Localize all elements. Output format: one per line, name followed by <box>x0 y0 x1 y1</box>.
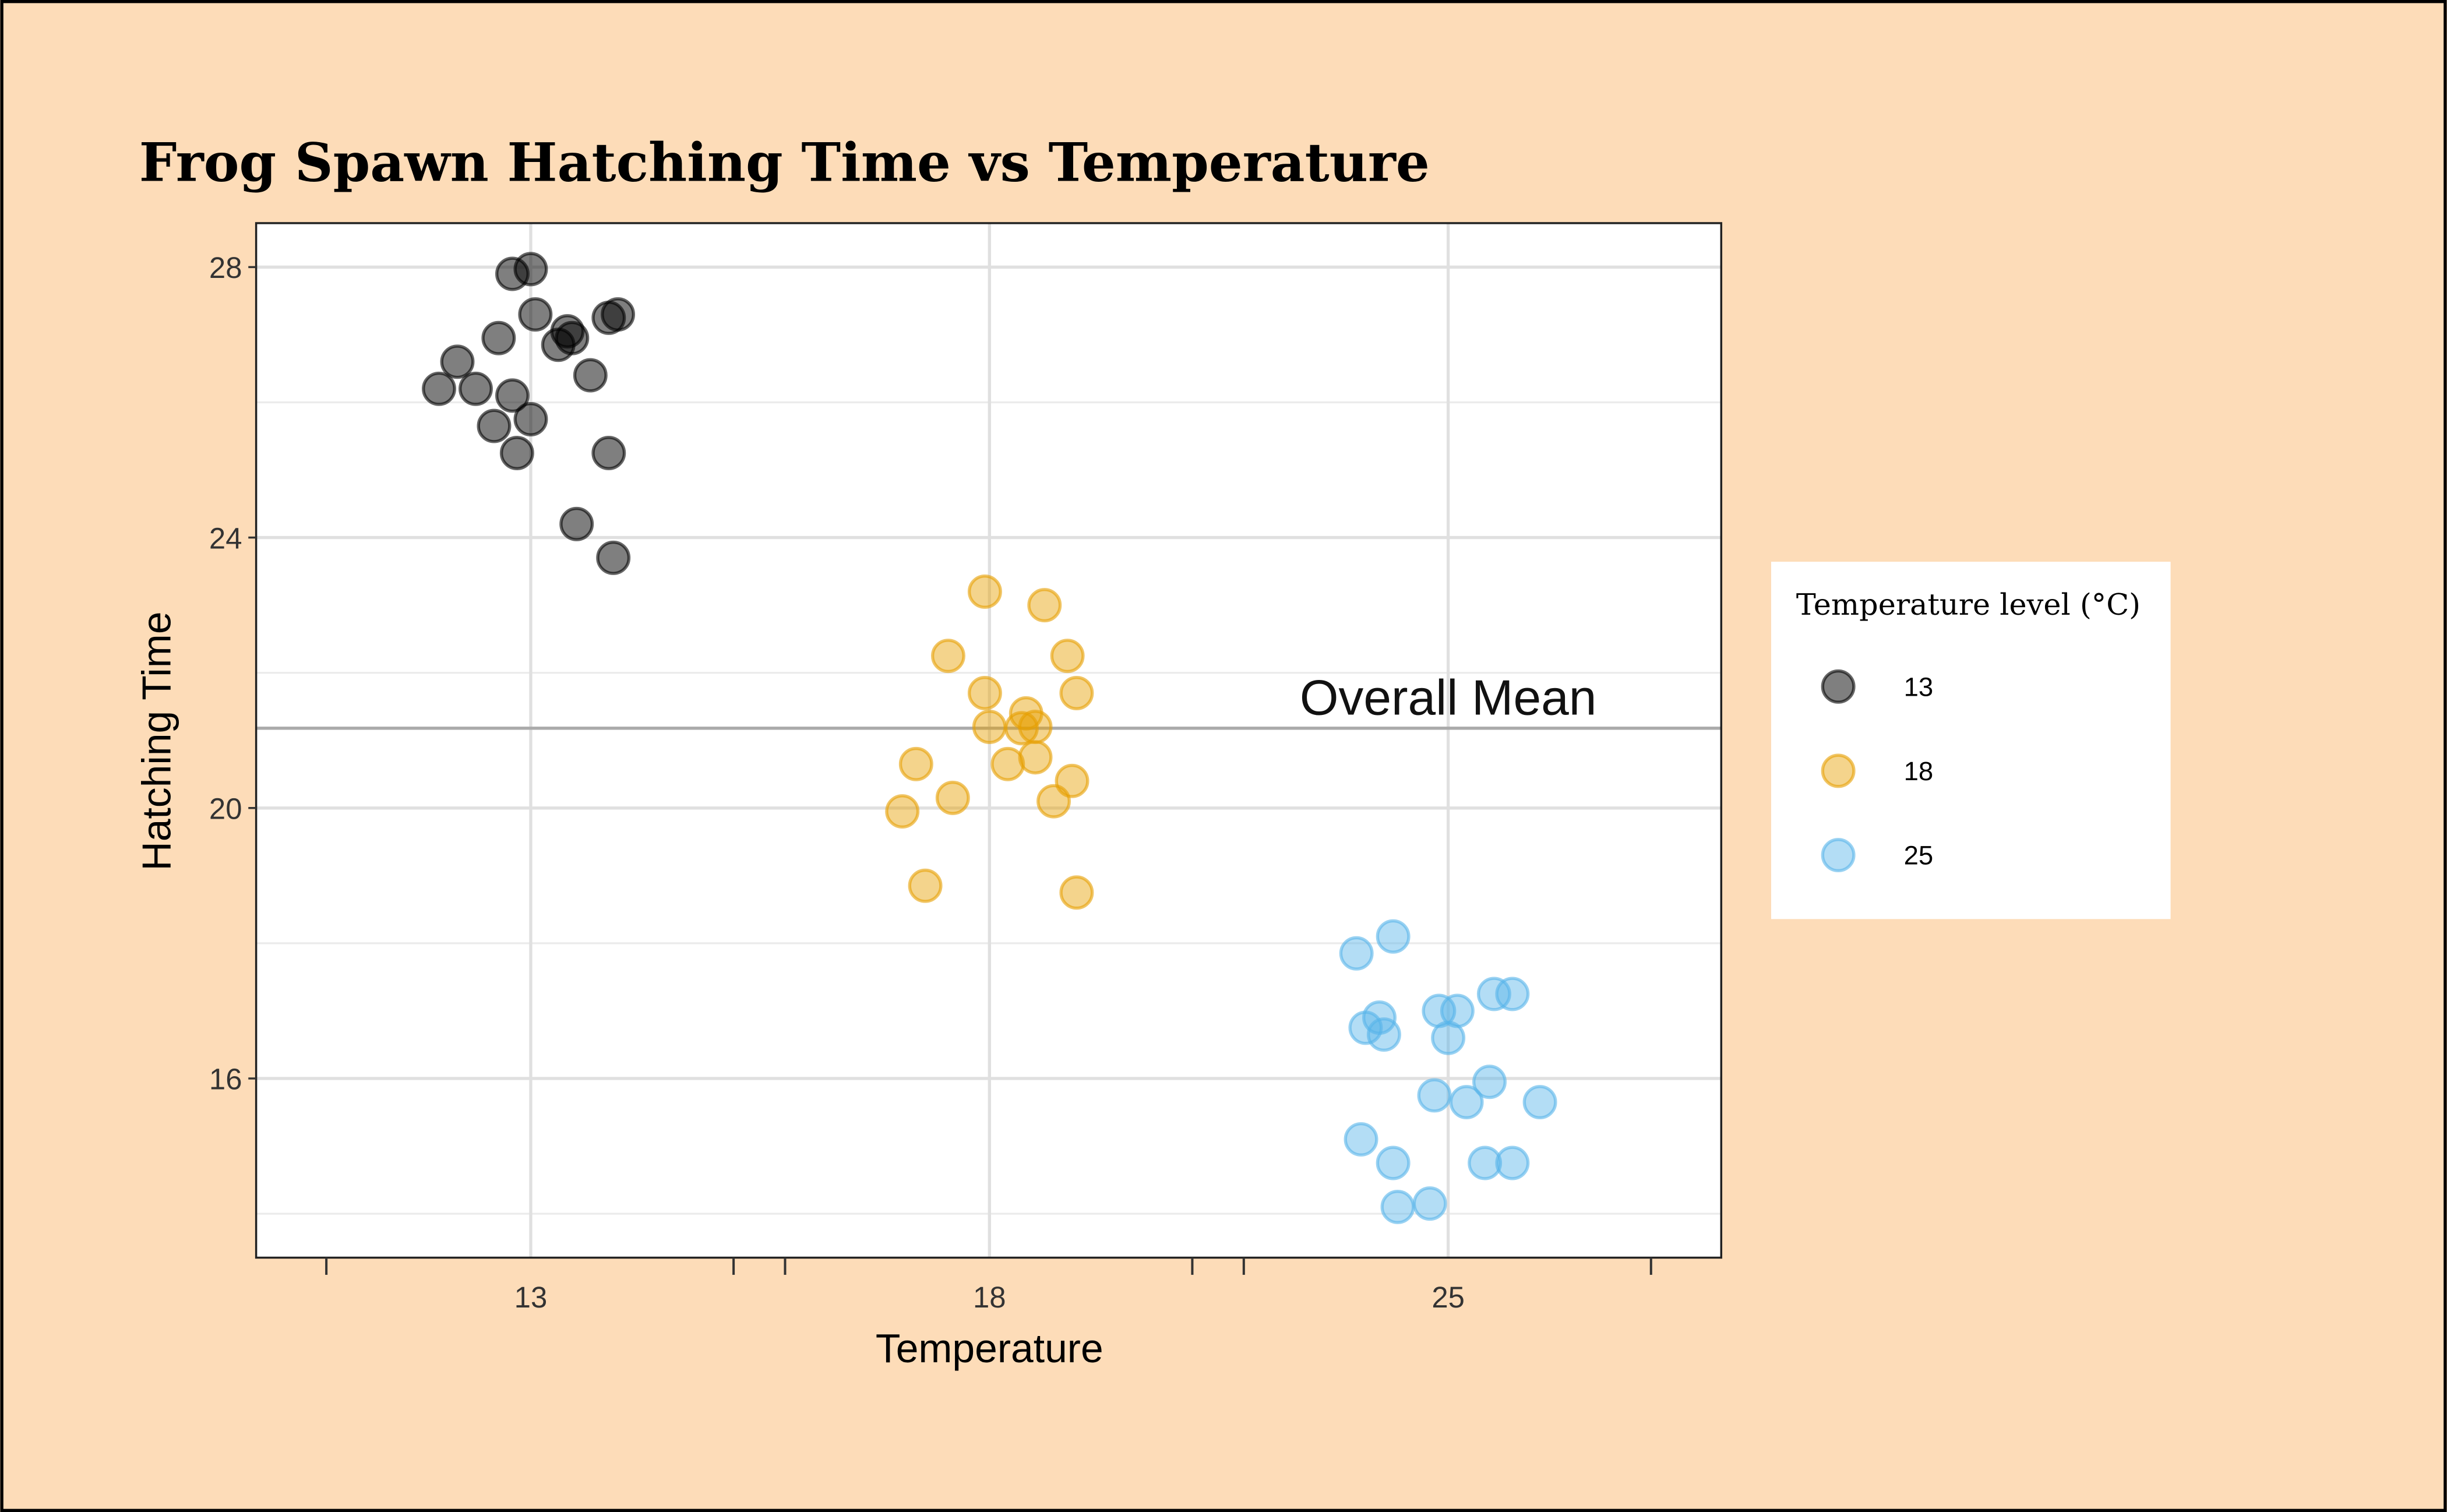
legend-box <box>1771 562 2171 919</box>
x-axis: 13 18 25 <box>325 1257 1652 1314</box>
data-point-13 <box>513 252 548 287</box>
x-tick-label: 18 <box>973 1281 1006 1314</box>
data-point-18 <box>990 746 1025 781</box>
legend-key-25 <box>1821 838 1856 873</box>
data-point-13 <box>518 297 553 332</box>
legend-title: Temperature level (°C) <box>1796 587 2141 622</box>
y-axis: 16 20 24 28 <box>209 251 256 1096</box>
data-point-18 <box>967 574 1002 609</box>
data-point-18 <box>1036 784 1071 819</box>
data-point-25 <box>1376 1146 1411 1180</box>
legend-key-13 <box>1821 669 1856 704</box>
data-point-25 <box>1495 1146 1530 1180</box>
data-point-13 <box>513 402 548 436</box>
data-point-13 <box>499 436 534 470</box>
data-point-13 <box>440 344 475 379</box>
data-point-18 <box>1059 676 1094 710</box>
y-tick-label: 16 <box>209 1063 242 1096</box>
x-axis-label: Temperature <box>876 1326 1103 1371</box>
legend: Temperature level (°C) 13 18 25 <box>1771 562 2171 919</box>
data-point-25 <box>1495 977 1530 1011</box>
data-point-25 <box>1522 1085 1557 1120</box>
data-point-25 <box>1366 1017 1401 1052</box>
y-tick-label: 20 <box>209 792 242 826</box>
data-point-13 <box>495 378 530 413</box>
data-point-13 <box>541 327 576 362</box>
y-tick-label: 28 <box>209 251 242 284</box>
chart-title: Frog Spawn Hatching Time vs Temperature <box>139 132 1430 194</box>
data-point-25 <box>1472 1065 1507 1099</box>
data-point-25 <box>1476 977 1511 1011</box>
overall-mean-label: Overall Mean <box>1300 670 1597 726</box>
y-axis-label: Hatching Time <box>133 612 179 871</box>
data-point-13 <box>477 408 512 443</box>
data-point-18 <box>898 746 933 781</box>
data-point-25 <box>1431 1020 1466 1055</box>
data-point-18 <box>908 868 943 903</box>
data-point-13 <box>559 506 594 541</box>
data-point-25 <box>1380 1189 1415 1224</box>
plot-border <box>255 222 1723 1259</box>
data-point-13 <box>481 320 516 355</box>
legend-label: 13 <box>1904 672 1934 702</box>
data-point-18 <box>1004 711 1039 746</box>
x-tick-label: 13 <box>514 1281 548 1314</box>
data-point-25 <box>1348 1010 1383 1045</box>
data-point-13 <box>573 358 608 393</box>
data-point-18 <box>935 780 970 815</box>
data-point-13 <box>596 540 631 575</box>
data-point-18 <box>1018 740 1053 775</box>
data-points <box>422 252 1557 1224</box>
data-point-18 <box>1050 639 1085 674</box>
data-point-25 <box>1344 1122 1378 1157</box>
data-point-25 <box>1468 1146 1503 1180</box>
data-point-18 <box>930 639 965 674</box>
data-point-25 <box>1449 1085 1484 1120</box>
data-point-18 <box>972 710 1007 744</box>
x-tick-label: 25 <box>1431 1281 1465 1314</box>
data-point-25 <box>1417 1078 1452 1113</box>
legend-label: 25 <box>1904 841 1934 870</box>
data-point-13 <box>591 300 626 335</box>
data-point-25 <box>1412 1186 1447 1221</box>
data-point-13 <box>459 371 493 406</box>
data-point-25 <box>1339 936 1374 971</box>
data-point-25 <box>1376 919 1411 954</box>
data-point-13 <box>591 436 626 470</box>
data-point-13 <box>422 371 456 406</box>
data-point-18 <box>1059 875 1094 910</box>
legend-key-18 <box>1821 753 1856 788</box>
legend-label: 18 <box>1904 756 1934 786</box>
data-point-18 <box>1027 588 1062 623</box>
data-point-18 <box>967 676 1002 710</box>
data-point-18 <box>885 794 920 829</box>
y-tick-label: 24 <box>209 521 242 555</box>
